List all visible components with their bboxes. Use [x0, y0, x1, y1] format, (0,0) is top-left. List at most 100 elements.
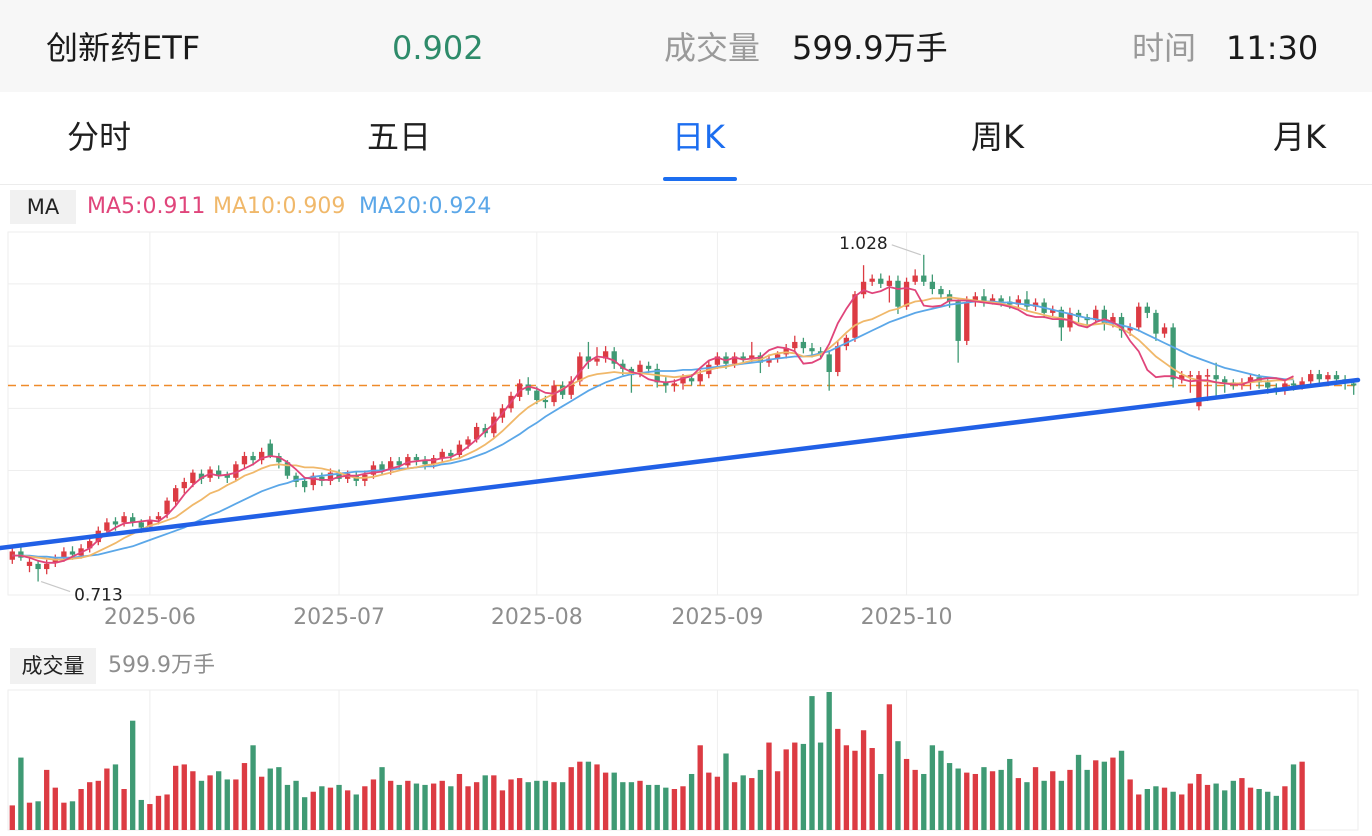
candle-body [387, 461, 394, 471]
volume-bar [276, 767, 282, 830]
candle-body [903, 281, 910, 307]
candle-body [35, 563, 41, 570]
volume-bar [878, 773, 884, 830]
candle-body [422, 460, 428, 465]
x-axis-label: 2025-08 [491, 605, 583, 630]
volume-bar [456, 773, 463, 830]
candle-body [594, 358, 600, 362]
volume-bar [1007, 758, 1013, 830]
candle-body [250, 456, 256, 461]
volume-bar [1290, 764, 1297, 830]
volume-bar [482, 775, 488, 830]
volume-bar [757, 769, 764, 830]
volume-bar [121, 789, 127, 830]
x-axis-label: 2025-07 [293, 605, 385, 630]
candle-body [714, 356, 721, 365]
volume-bar [964, 772, 970, 830]
chart-period-tabs: 分时 五日 日K 周K 月K [0, 92, 1372, 185]
volume-bar [387, 780, 394, 830]
tab-daily-k[interactable]: 日K [672, 118, 725, 156]
volume-bar [430, 783, 437, 830]
volume-bar [1015, 778, 1022, 830]
candle-body [216, 470, 222, 475]
volume-bar [1136, 794, 1142, 830]
ma5-line [12, 286, 1294, 564]
candle-body [1127, 327, 1133, 331]
volume-bar [1153, 786, 1159, 830]
volume-indicator-button[interactable]: 成交量 [10, 648, 96, 684]
candle-body [138, 522, 144, 528]
volume-bar [835, 728, 841, 830]
candle-body [688, 378, 695, 382]
volume-bar [155, 795, 162, 830]
candle-body [164, 500, 170, 515]
x-axis-label: 2025-10 [861, 605, 953, 630]
candle-body [155, 516, 162, 520]
volume-bar [44, 769, 50, 830]
candle-body [1265, 382, 1271, 388]
volume-bar [594, 764, 600, 830]
time-value: 11:30 [1226, 29, 1319, 67]
candle-body [938, 289, 944, 295]
price-plot-frame [7, 231, 1359, 596]
volume-bar [1282, 786, 1288, 830]
volume-bar [525, 782, 531, 830]
candle-body [1050, 309, 1056, 313]
candle-body [697, 374, 703, 382]
candle-body [465, 439, 471, 445]
volume-bar [448, 786, 454, 830]
volume-bar [1127, 779, 1133, 830]
candle-body [585, 356, 592, 362]
candle-body [1093, 309, 1099, 321]
candle-body [258, 451, 265, 461]
volume-bar [439, 780, 445, 830]
volume-bar [1084, 769, 1090, 830]
candle-body [731, 356, 738, 364]
tab-intraday[interactable]: 分时 [67, 118, 132, 156]
candle-body [327, 472, 334, 481]
volume-bar [1187, 783, 1193, 830]
volume-bar [568, 767, 574, 830]
low-marker-leader [40, 580, 71, 593]
candle-body [826, 354, 832, 373]
candle-body [44, 563, 50, 570]
candle-body [1024, 299, 1030, 307]
candle-body [1222, 379, 1228, 383]
volume-bar [559, 782, 566, 830]
volume-bar [809, 696, 815, 830]
candle-body [843, 337, 850, 347]
candle-body [981, 296, 987, 302]
volume-bar [1204, 784, 1211, 830]
tab-five-day[interactable]: 五日 [367, 118, 432, 156]
ma20-value: MA20:0.924 [359, 194, 492, 219]
volume-bar [198, 780, 205, 830]
candle-body [1161, 327, 1168, 334]
candle-body [112, 521, 119, 525]
tab-weekly-k[interactable]: 周K [971, 118, 1024, 156]
volume-bar [628, 782, 635, 830]
candle-body [860, 281, 867, 295]
volume-bar [534, 780, 540, 830]
volume-bar [104, 768, 110, 830]
volume-value: 599.9万手 [792, 29, 948, 67]
volume-bar [396, 784, 402, 830]
candle-body [224, 474, 230, 478]
ma-indicator-button[interactable]: MA [10, 190, 76, 224]
volume-bar [1093, 760, 1099, 830]
candle-body [886, 280, 893, 286]
volume-bar [938, 750, 944, 830]
volume-bar [362, 786, 368, 830]
volume-bar [310, 791, 316, 830]
candle-body [878, 278, 884, 284]
candle-body [964, 302, 970, 341]
volume-bar [1075, 754, 1082, 830]
volume-bar [1067, 769, 1073, 830]
tab-monthly-k[interactable]: 月K [1273, 118, 1326, 156]
candle-body [1170, 327, 1176, 380]
candle-body [301, 480, 308, 488]
ma10-value: MA10:0.909 [213, 194, 346, 219]
volume-bar [946, 763, 953, 830]
candle-body [52, 558, 58, 563]
candle-body [835, 346, 841, 373]
